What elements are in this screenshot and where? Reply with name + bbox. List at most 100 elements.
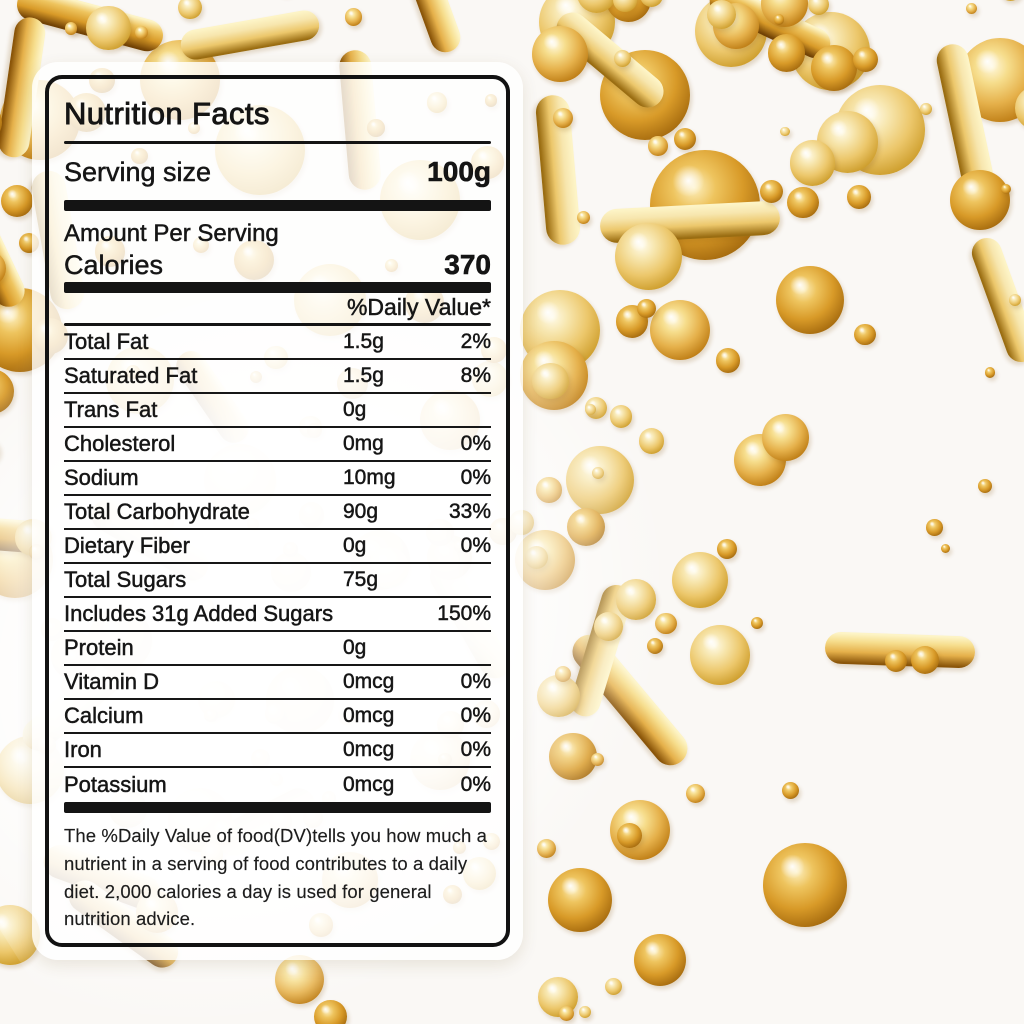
gold-pearl [578,1006,591,1019]
nutrient-daily-value: 0% [460,466,491,490]
nutrient-row: Sodium 10mg 0% [64,462,491,496]
nutrient-row: Saturated Fat 1.5g 8% [64,360,491,394]
gold-pearl [715,348,741,373]
nutrient-table: Total Fat 1.5g 2% Saturated Fat 1.5g 8% Trans … [64,326,492,802]
gold-rod [178,8,322,62]
nutrient-row: Calcium 0mcg 0% [64,700,491,734]
gold-pearl [1009,293,1022,306]
gold-pearl [637,298,657,319]
gold-pearl [577,211,590,225]
nutrient-amount: 0mg [343,432,384,456]
nutrient-daily-value: 0% [460,773,491,797]
gold-pearl [998,0,1022,2]
calories-row: Calories 370 [64,248,492,281]
serving-size-label: Serving size [64,156,212,187]
gold-pearl [604,977,623,996]
gold-pearl [634,934,686,986]
nutrient-row: Cholesterol 0mg 0% [64,428,491,462]
calories-value: 370 [444,249,491,281]
nutrient-row: Total Sugars 75g [64,564,491,598]
nutrient-amount: 10mg [343,466,396,490]
gold-pearl [885,650,908,673]
gold-pearl [977,479,992,494]
gold-pearl [0,103,2,142]
label-frame: Nutrition Facts Serving size 100g Amount… [45,75,510,947]
gold-pearl [177,0,202,20]
nutrient-daily-value: 2% [460,330,491,354]
gold-pearl [674,127,697,150]
gold-pearl [854,323,876,346]
nutrient-amount: 0g [343,636,367,660]
gold-pearl [0,250,7,286]
nutrient-name: Protein [64,635,134,661]
nutrient-row: Dietary Fiber 0g 0% [64,530,491,564]
nutrient-daily-value: 0% [460,432,491,456]
nutrient-name: Cholesterol [64,431,176,457]
nutrient-name: Iron [64,737,102,763]
gold-pearl [911,646,939,674]
nutrient-name: Total Fat [64,329,149,355]
gold-pearl [926,519,944,537]
gold-pearl [782,782,800,800]
gold-pearl [780,126,790,136]
nutrient-amount: 1.5g [343,364,384,388]
nutrient-row: Trans Fat 0g [64,394,491,428]
gold-pearl [762,414,809,461]
gold-pearl [1015,86,1024,130]
nutrient-row: Iron 0mcg 0% [64,734,491,768]
gold-pearl [852,46,878,72]
gold-pearl [767,34,806,72]
gold-pearl [789,140,836,186]
serving-size-row: Serving size 100g [64,144,492,200]
gold-pearl [920,103,932,115]
gold-pearl [612,0,637,12]
nutrient-amount: 0g [343,534,367,558]
nutrient-row: Potassium 0mcg 0% [64,768,492,802]
nutrient-name: Calcium [64,703,144,729]
title-rule [64,141,491,144]
gold-pearl [650,300,710,360]
gold-pearl [558,1006,574,1022]
nutrient-daily-value: 0% [460,704,491,728]
nutrient-amount: 0mcg [343,773,395,797]
gold-rod [395,0,465,57]
nutrient-row: Vitamin D 0mcg 0% [64,666,491,700]
gold-pearl [763,843,847,927]
nutrient-row: Protein 0g [64,632,491,666]
gold-pearl [639,0,664,7]
gold-pearl [648,136,668,156]
nutrient-name: Dietary Fiber [64,533,190,559]
gold-pearl [965,3,978,15]
gold-pearl [552,107,573,129]
gold-pearl [344,8,363,26]
nutrition-facts-label: Nutrition Facts Serving size 100g Amount… [32,62,523,960]
label-title: Nutrition Facts [64,96,270,132]
daily-value-header: %Daily Value* [346,294,492,321]
nutrient-daily-value: 150% [437,602,491,626]
gold-pearl [86,5,131,50]
gold-pearl [614,49,632,67]
nutrient-name: Sodium [64,465,139,491]
nutrient-row: Includes 31g Added Sugars 150% [64,598,491,632]
amount-per-serving-label: Amount Per Serving [64,220,279,248]
serving-size-value: 100g [427,156,491,188]
gold-pearl [773,14,785,25]
gold-pearl [776,266,844,334]
nutrient-amount: 0mcg [343,704,395,728]
gold-pearl [1000,183,1012,195]
gold-pearl [0,184,33,217]
nutrient-amount: 1.5g [343,330,384,354]
daily-value-rule [64,323,491,326]
nutrient-daily-value: 8% [460,364,491,388]
gold-pearl [706,0,736,30]
divider-bar-3 [64,802,491,813]
calories-label: Calories [64,249,164,280]
nutrient-name: Saturated Fat [64,363,198,389]
gold-pearl [134,26,148,40]
nutrient-name: Includes 31g Added Sugars [64,601,334,627]
nutrient-daily-value: 0% [460,738,491,762]
nutrient-amount: 90g [343,500,379,524]
gold-pearl [810,44,857,91]
gold-pearl [787,186,819,219]
nutrient-name: Potassium [64,772,167,798]
